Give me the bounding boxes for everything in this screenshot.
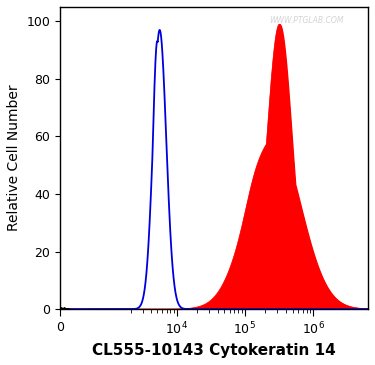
Y-axis label: Relative Cell Number: Relative Cell Number <box>7 85 21 231</box>
Point <box>65 306 71 312</box>
Point <box>64 306 70 312</box>
Text: WWW.PTGLAB.COM: WWW.PTGLAB.COM <box>270 16 344 25</box>
Point <box>59 306 65 312</box>
Point <box>62 306 68 311</box>
Point <box>57 306 63 311</box>
X-axis label: CL555-10143 Cytokeratin 14: CL555-10143 Cytokeratin 14 <box>92 343 336 358</box>
Point <box>58 305 64 311</box>
Point <box>60 306 66 312</box>
Point <box>63 306 69 311</box>
